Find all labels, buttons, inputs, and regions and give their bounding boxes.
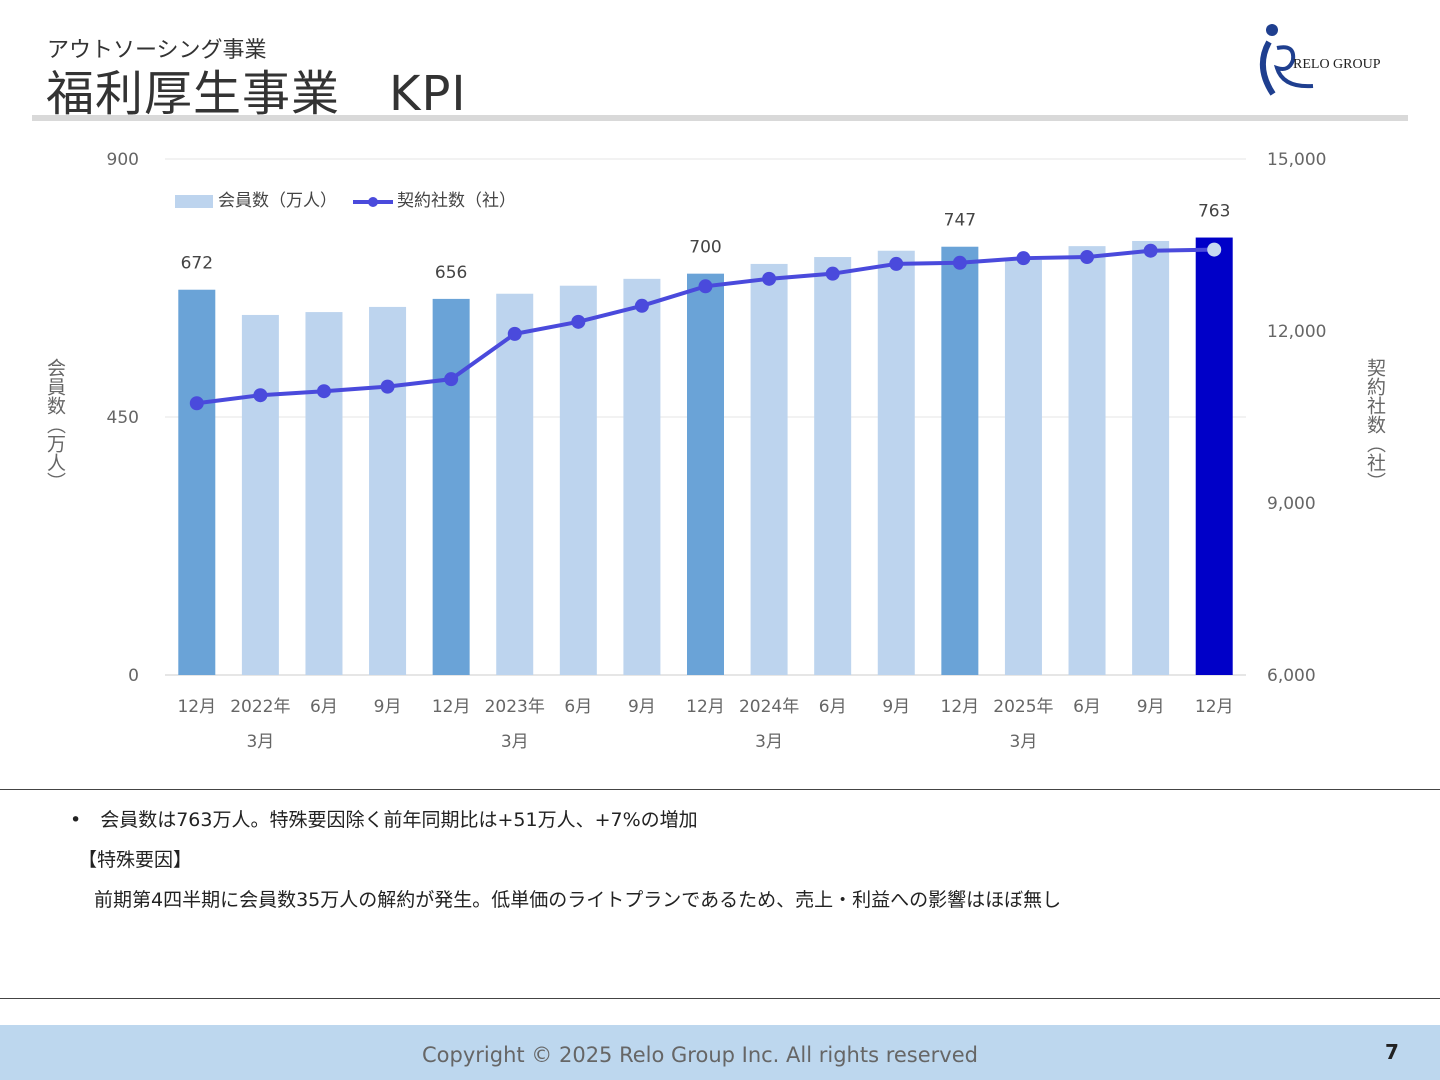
relo-group-logo: RELO GROUP: [1260, 24, 1381, 96]
bar: [241, 314, 279, 675]
line-point: [952, 255, 967, 270]
line-point: [380, 379, 395, 394]
x-tick-label: 12月: [941, 697, 980, 717]
x-tick-label: 12月: [432, 697, 471, 717]
title-divider: [32, 115, 1408, 121]
bar: [305, 312, 343, 675]
y2-axis-title: 契約社数（社）: [1364, 358, 1386, 491]
x-tick-label: 6月: [564, 697, 592, 717]
x-tick-label: 12月: [177, 697, 216, 717]
x-tick-label: 6月: [1073, 697, 1101, 717]
bar-value-label: 747: [944, 211, 976, 231]
y2-tick-label: 6,000: [1267, 666, 1316, 686]
y-tick-label: 0: [128, 666, 139, 686]
x-tick-label: 9月: [1137, 697, 1165, 717]
bar: [814, 257, 852, 675]
kpi-chart: 0 450 900 6,000 9,000 12,000 15,000 672 656 700 74…: [44, 150, 1386, 752]
note-heading: 【特殊要因】: [78, 849, 193, 871]
line-point: [1080, 250, 1095, 265]
line-point: [507, 326, 522, 341]
notes-top-rule: [0, 789, 1440, 790]
notes-bottom-rule: [0, 998, 1440, 999]
line-point: [634, 298, 649, 313]
line-point: [253, 388, 268, 403]
x-tick-label: 2024年: [739, 697, 799, 717]
bar-value-label: 672: [181, 254, 213, 274]
note-detail: 前期第4四半期に会員数35万人の解約が発生。低単価のライトプランであるため、売上…: [94, 889, 1062, 911]
bar: [1132, 240, 1170, 675]
line-point: [1143, 243, 1158, 258]
bar: [687, 273, 724, 675]
y-tick-label: 450: [107, 408, 139, 428]
line-point: [825, 266, 840, 281]
bar: [432, 298, 470, 675]
x-tick-label: 9月: [628, 697, 656, 717]
y-tick-label: 900: [107, 150, 139, 170]
bar: [623, 278, 661, 675]
x-tick-label: 12月: [686, 697, 725, 717]
section-subtitle: アウトソーシング事業: [47, 38, 267, 63]
note-bullet-text: 会員数は763万人。特殊要因除く前年同期比は+51万人、+7%の増加: [100, 809, 698, 831]
x-tick-label: 12月: [1195, 697, 1234, 717]
x-tick-label: 9月: [374, 697, 402, 717]
line-point: [698, 279, 713, 294]
x-tick-label: 6月: [310, 697, 338, 717]
bar: [1068, 246, 1106, 675]
x-tick-label-line2: 3月: [246, 732, 274, 752]
x-tick-label: 2023年: [485, 697, 545, 717]
note-bullet: • 会員数は763万人。特殊要因除く前年同期比は+51万人、+7%の増加: [70, 809, 698, 831]
x-tick-label: 2025年: [993, 697, 1053, 717]
x-tick-label: 9月: [882, 697, 910, 717]
line-point: [444, 372, 459, 387]
y2-tick-label: 9,000: [1267, 494, 1316, 514]
y-axis-title: 会員数（万人）: [44, 358, 66, 491]
bar: [941, 246, 979, 675]
line-point: [1016, 251, 1031, 266]
bar-value-label: 656: [435, 263, 467, 283]
legend-label: 会員数（万人）: [218, 191, 337, 211]
legend-label: 契約社数（社）: [397, 191, 516, 211]
bar: [178, 289, 216, 675]
legend-bar-swatch: [175, 195, 213, 208]
bar: [877, 250, 915, 675]
x-tick-label-line2: 3月: [1010, 732, 1038, 752]
bar: [750, 263, 788, 675]
x-tick-label: 6月: [819, 697, 847, 717]
bar: [496, 293, 534, 675]
legend-line-marker: [368, 197, 378, 207]
page-number: 7: [1385, 1040, 1399, 1064]
bar-value-label: 700: [689, 238, 721, 258]
line-point: [889, 256, 904, 271]
x-tick-label-line2: 3月: [501, 732, 529, 752]
line-point: [571, 314, 586, 329]
line-point: [316, 384, 331, 399]
line-point: [762, 271, 777, 286]
y2-tick-label: 15,000: [1267, 150, 1326, 170]
x-tick-label-line2: 3月: [755, 732, 783, 752]
line-point: [189, 396, 204, 411]
svg-text:RELO GROUP: RELO GROUP: [1293, 57, 1381, 72]
bar: [1195, 237, 1233, 675]
notes: • 会員数は763万人。特殊要因除く前年同期比は+51万人、+7%の増加 【特殊…: [70, 800, 1061, 920]
copyright: Copyright © 2025 Relo Group Inc. All rig…: [422, 1043, 978, 1067]
page-title: 福利厚生事業 KPI: [46, 66, 467, 122]
bar-value-label: 763: [1198, 202, 1230, 222]
y2-tick-label: 12,000: [1267, 322, 1326, 342]
x-tick-label: 2022年: [230, 697, 290, 717]
bar: [1004, 259, 1042, 675]
footer-bar: [0, 1025, 1440, 1080]
bar: [369, 306, 407, 675]
line-point: [1207, 242, 1222, 257]
bar: [559, 285, 597, 675]
